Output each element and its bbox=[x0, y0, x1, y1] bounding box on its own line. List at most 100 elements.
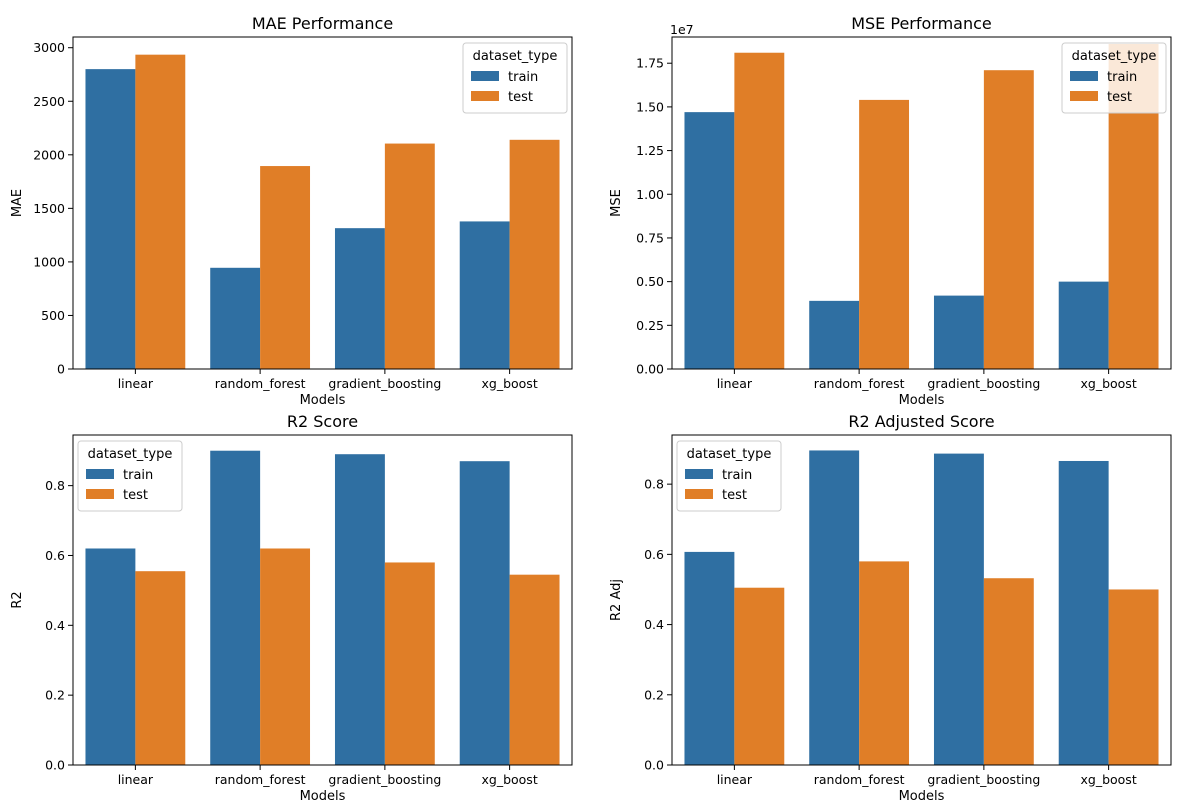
chart-title: MAE Performance bbox=[252, 14, 393, 33]
bar-train-gradient_boosting bbox=[933, 295, 984, 369]
y-axis-label: MSE bbox=[609, 189, 624, 217]
bar-train-linear bbox=[684, 551, 735, 765]
x-tick-label: linear bbox=[717, 376, 753, 391]
chart-panel-1: 0.00 0.25 0.50 0.75 1.00 1.25 1.50 1.75 linear ra… bbox=[609, 14, 1172, 408]
y-tick-label: 2500 bbox=[33, 94, 65, 109]
bar-train-linear bbox=[684, 112, 735, 369]
bar-train-gradient_boosting bbox=[334, 228, 385, 369]
y-tick-label: 0.6 bbox=[644, 547, 664, 562]
bar-test-linear bbox=[135, 54, 186, 370]
axes-frame bbox=[671, 434, 1172, 766]
x-tick-label: linear bbox=[118, 772, 154, 787]
x-tick-label: random_forest bbox=[814, 376, 905, 391]
bar-train-random_forest bbox=[809, 450, 860, 765]
chart-panel-3: 0.0 0.2 0.4 0.6 0.8 linear random_forest gradie… bbox=[609, 412, 1172, 804]
bar-test-random_forest bbox=[859, 99, 910, 369]
x-tick-label: gradient_boosting bbox=[927, 376, 1040, 391]
axes-frame bbox=[671, 36, 1172, 370]
y-axis-label: R2 Adj bbox=[609, 579, 624, 621]
x-tick-label: xg_boost bbox=[482, 772, 538, 787]
x-axis-label: Models bbox=[899, 789, 945, 804]
bar-test-gradient_boosting bbox=[384, 562, 435, 765]
legend-swatch-train bbox=[1070, 71, 1098, 81]
x-tick-label: xg_boost bbox=[1081, 376, 1137, 391]
y-tick-label: 0.8 bbox=[45, 478, 65, 493]
axis-offset-label: 1e7 bbox=[670, 22, 694, 37]
legend-label-train: train bbox=[123, 468, 153, 483]
y-tick-label: 1.25 bbox=[636, 143, 664, 158]
bar-test-xg_boost bbox=[509, 574, 560, 765]
y-tick-label: 1000 bbox=[33, 254, 65, 269]
y-tick-label: 0.0 bbox=[45, 758, 65, 773]
axes-frame bbox=[72, 36, 573, 370]
legend-swatch-train bbox=[685, 469, 713, 479]
bar-test-linear bbox=[135, 571, 186, 765]
bar-test-random_forest bbox=[260, 548, 311, 765]
bar-train-xg_boost bbox=[459, 461, 510, 765]
x-tick-label: gradient_boosting bbox=[927, 772, 1040, 787]
axes-frame bbox=[72, 434, 573, 766]
chart-title: R2 Score bbox=[287, 412, 358, 431]
legend-swatch-train bbox=[86, 469, 114, 479]
bar-test-gradient_boosting bbox=[983, 578, 1034, 765]
legend-swatch-test bbox=[86, 489, 114, 499]
legend-title: dataset_type bbox=[473, 49, 558, 64]
legend-label-train: train bbox=[722, 468, 752, 483]
y-tick-label: 1.50 bbox=[636, 99, 664, 114]
x-tick-label: xg_boost bbox=[482, 376, 538, 391]
y-tick-label: 0 bbox=[57, 362, 65, 377]
y-tick-label: 500 bbox=[41, 308, 65, 323]
y-tick-label: 0.6 bbox=[45, 548, 65, 563]
x-tick-label: random_forest bbox=[215, 772, 306, 787]
y-tick-label: 0.8 bbox=[644, 477, 664, 492]
x-axis-label: Models bbox=[899, 393, 945, 408]
bar-train-xg_boost bbox=[1058, 460, 1109, 765]
x-tick-label: random_forest bbox=[814, 772, 905, 787]
chart-title: MSE Performance bbox=[851, 14, 992, 33]
x-tick-label: random_forest bbox=[215, 376, 306, 391]
chart-title: R2 Adjusted Score bbox=[848, 412, 994, 431]
bar-test-random_forest bbox=[260, 166, 311, 369]
legend-label-test: test bbox=[1107, 90, 1132, 105]
y-tick-label: 0.75 bbox=[636, 230, 664, 245]
y-tick-label: 0.2 bbox=[644, 687, 664, 702]
bar-test-gradient_boosting bbox=[384, 143, 435, 369]
bar-train-xg_boost bbox=[459, 221, 510, 369]
bar-train-random_forest bbox=[210, 450, 261, 765]
chart-panel-2: 0.0 0.2 0.4 0.6 0.8 linear random_forest gradie… bbox=[10, 412, 573, 804]
legend-title: dataset_type bbox=[687, 447, 772, 462]
legend-label-train: train bbox=[508, 70, 538, 85]
legend-label-train: train bbox=[1107, 70, 1137, 85]
legend-swatch-test bbox=[1070, 91, 1098, 101]
y-tick-label: 3000 bbox=[33, 40, 65, 55]
legend-swatch-test bbox=[685, 489, 713, 499]
legend-label-test: test bbox=[722, 488, 747, 503]
y-axis-label: R2 bbox=[10, 591, 25, 608]
y-tick-label: 0.4 bbox=[644, 617, 664, 632]
legend-label-test: test bbox=[508, 90, 533, 105]
bar-test-linear bbox=[734, 52, 785, 369]
bar-train-xg_boost bbox=[1058, 281, 1109, 369]
legend-swatch-test bbox=[471, 91, 499, 101]
bar-test-gradient_boosting bbox=[983, 70, 1034, 369]
y-axis-label: MAE bbox=[10, 189, 25, 217]
bar-train-linear bbox=[85, 548, 136, 765]
y-tick-label: 1.75 bbox=[636, 56, 664, 71]
legend-label-test: test bbox=[123, 488, 148, 503]
bar-train-random_forest bbox=[210, 267, 261, 369]
y-tick-label: 1.00 bbox=[636, 187, 664, 202]
y-tick-label: 0.2 bbox=[45, 688, 65, 703]
bar-test-linear bbox=[734, 587, 785, 765]
y-tick-label: 0.00 bbox=[636, 362, 664, 377]
x-tick-label: gradient_boosting bbox=[328, 376, 441, 391]
x-tick-label: linear bbox=[717, 772, 753, 787]
bar-train-gradient_boosting bbox=[334, 454, 385, 765]
legend-swatch-train bbox=[471, 71, 499, 81]
x-tick-label: xg_boost bbox=[1081, 772, 1137, 787]
